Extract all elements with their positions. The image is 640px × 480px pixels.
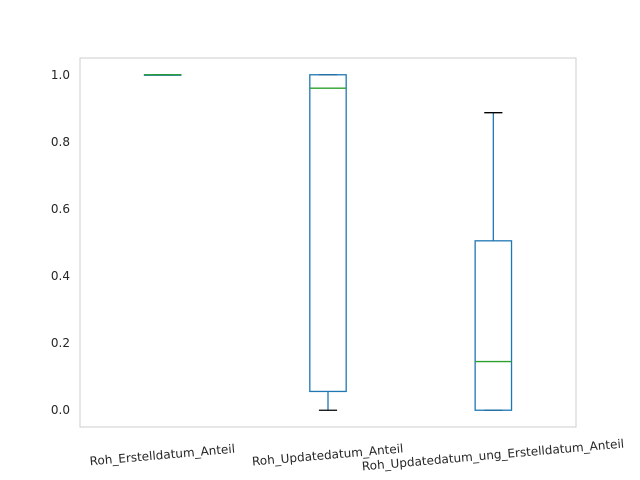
y-tick-label: 0.2 [51,336,70,350]
x-axis: Roh_Erstelldatum_Anteil Roh_Updatedatum_A… [89,437,625,474]
box-3 [474,112,513,411]
y-tick-label: 0.8 [51,135,70,149]
box-1 [143,74,182,76]
y-tick-label: 1.0 [51,68,70,82]
x-category-label: Roh_Erstelldatum_Anteil [89,442,235,469]
y-axis: 0.0 0.2 0.4 0.6 0.8 1.0 [51,68,70,417]
y-tick-label: 0.0 [51,403,70,417]
box-2 [309,74,347,411]
y-tick-label: 0.6 [51,202,70,216]
y-tick-label: 0.4 [51,269,70,283]
boxes-layer [143,74,513,411]
iqr-box [309,74,347,393]
iqr-box [474,240,513,411]
plot-frame [79,57,577,428]
